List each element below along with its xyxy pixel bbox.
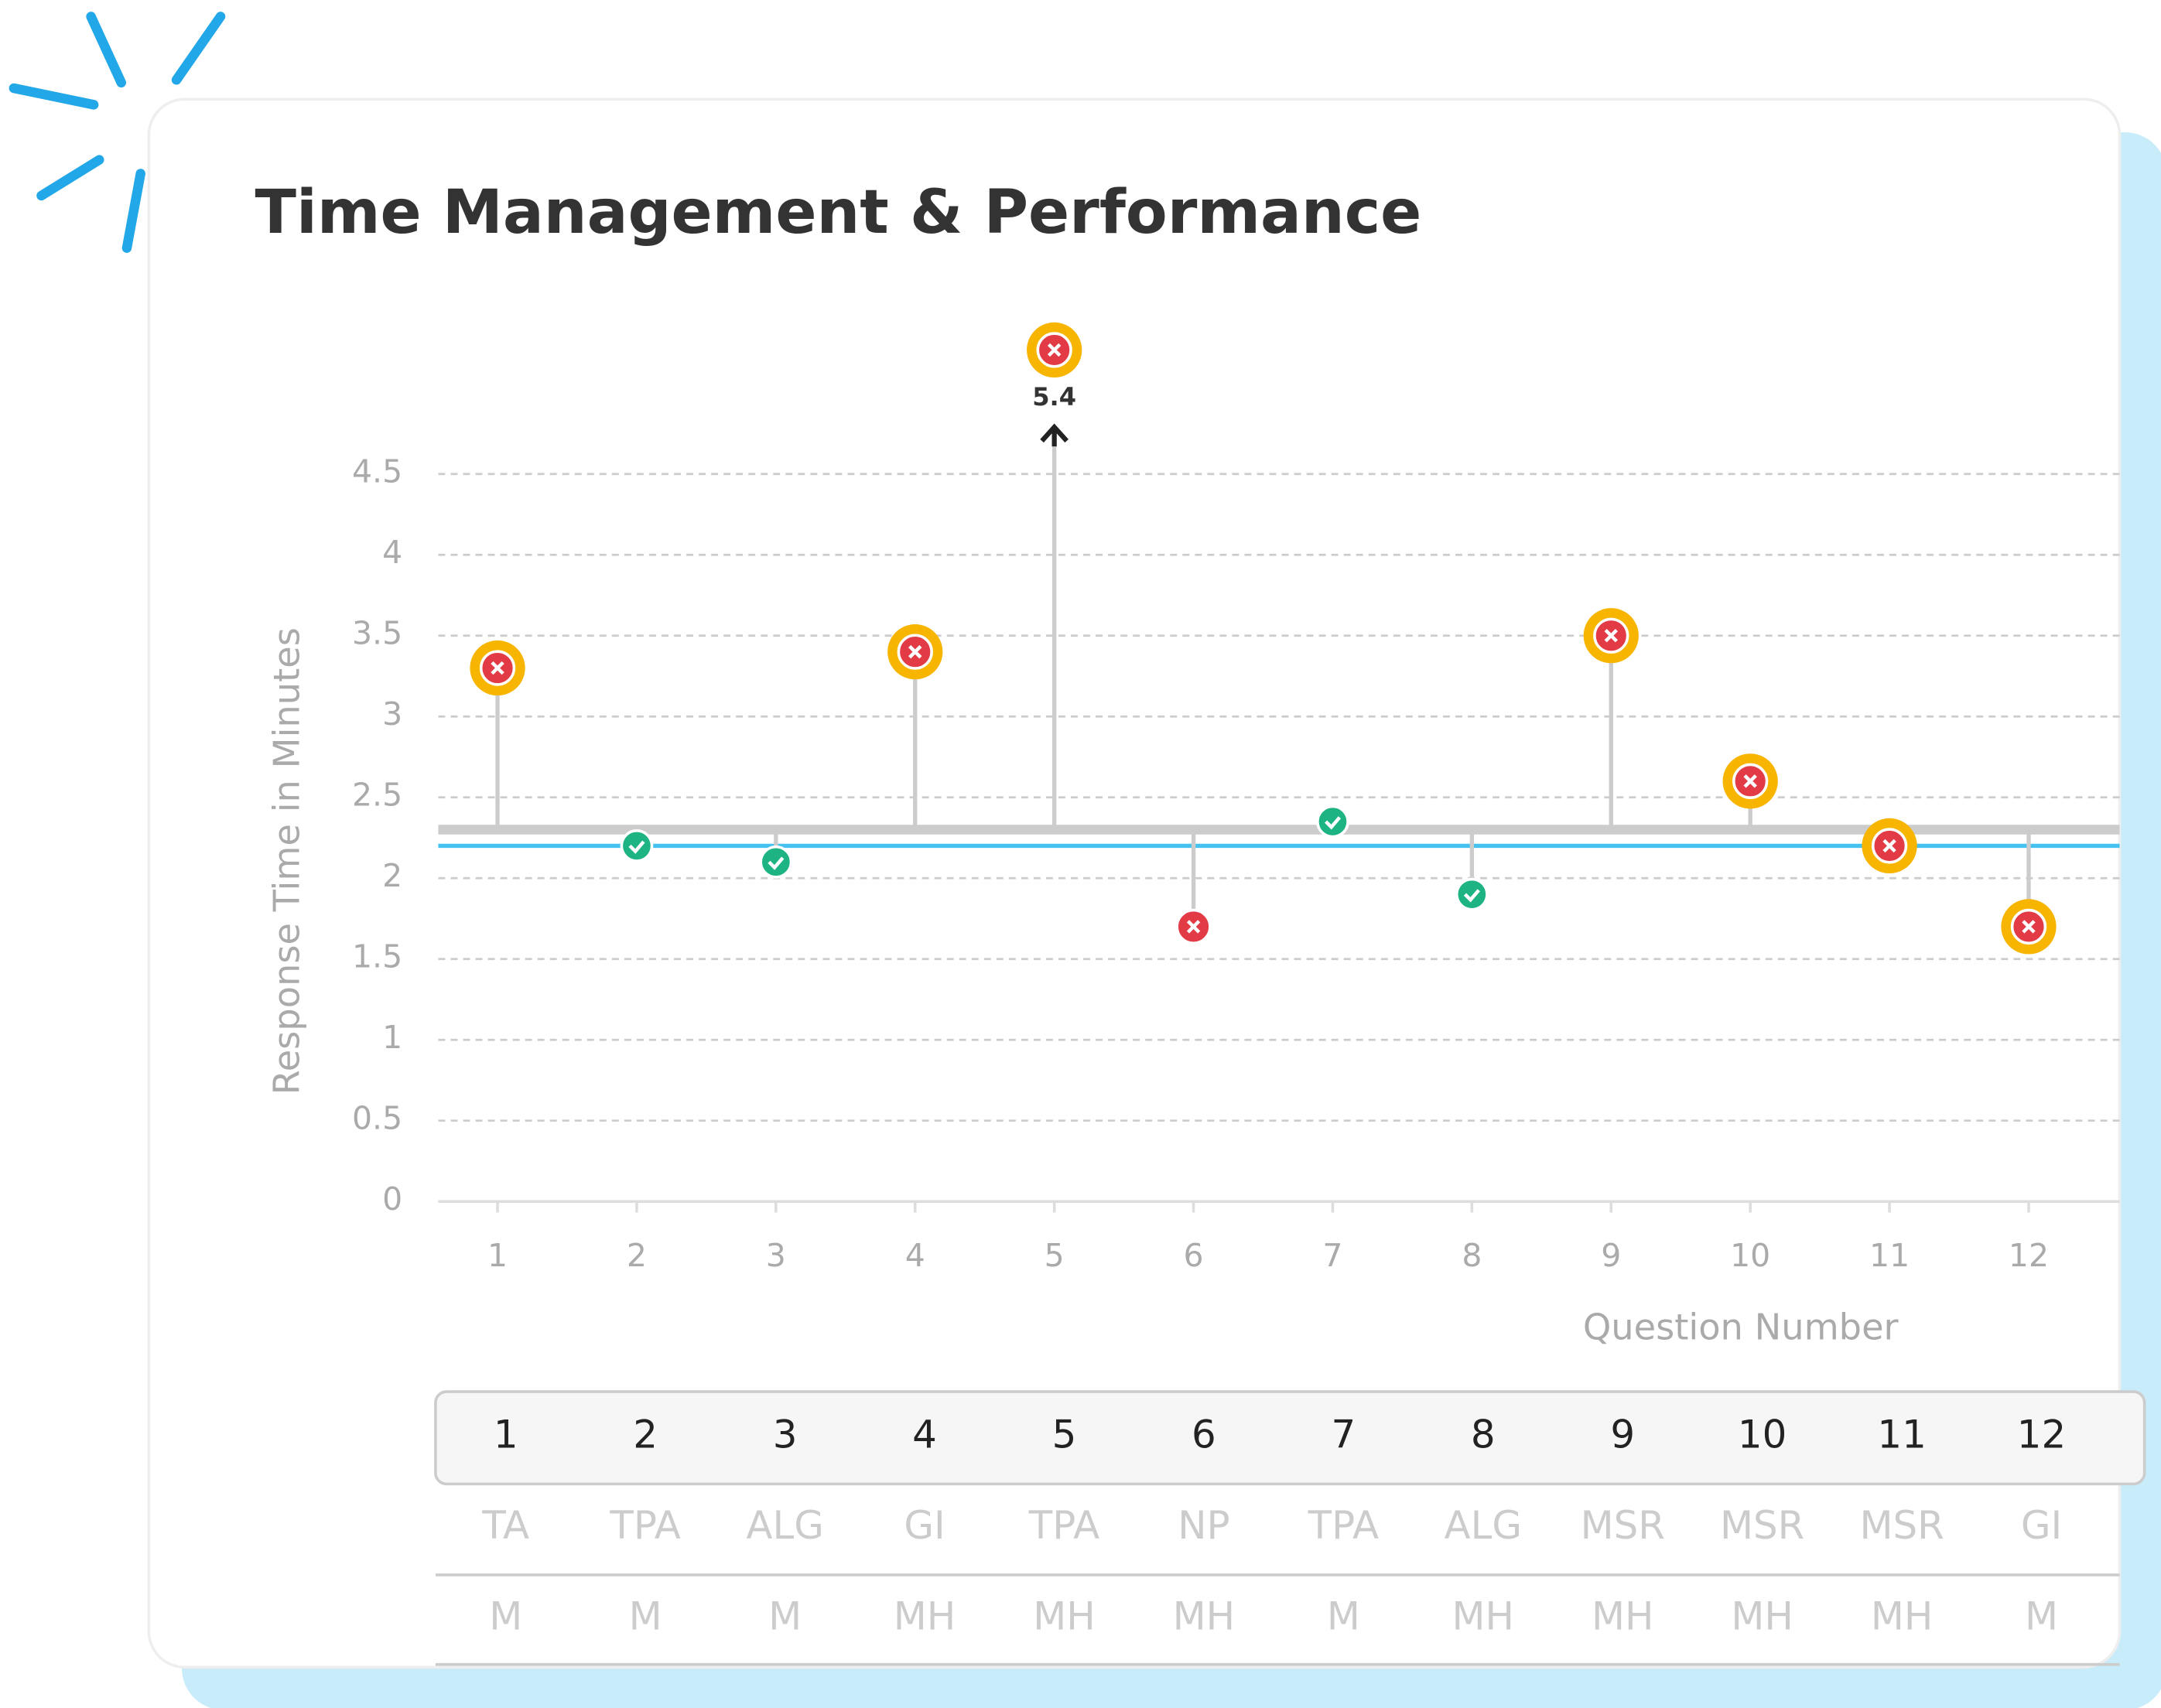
point — [620, 829, 654, 863]
table-difficulty: MH — [1173, 1594, 1236, 1638]
table-question: 1 — [494, 1412, 518, 1457]
x-tick-label: 1 — [487, 1237, 508, 1274]
table-question: 11 — [1877, 1412, 1926, 1457]
table-type: GI — [904, 1503, 945, 1548]
point — [1455, 877, 1489, 911]
table-type: TPA — [1028, 1503, 1099, 1548]
point — [759, 845, 793, 879]
table-header — [434, 1390, 2146, 1486]
y-tick-label: 4 — [382, 534, 402, 571]
sparkle — [9, 12, 226, 253]
x-tick-label: 4 — [905, 1237, 925, 1274]
cross-icon — [1604, 629, 1618, 643]
table-question: 2 — [633, 1412, 658, 1457]
table-type: ALG — [1445, 1503, 1523, 1548]
overflow-arrow — [1040, 423, 1069, 447]
table-difficulty: MH — [894, 1594, 956, 1638]
check-icon — [628, 840, 645, 854]
table-type: ALG — [746, 1503, 824, 1548]
x-tick-label: 9 — [1601, 1237, 1621, 1274]
x-tick-label: 11 — [1869, 1237, 1910, 1274]
y-tick-label: 3 — [382, 695, 402, 733]
table-question: 12 — [2017, 1412, 2066, 1457]
value-label: 5.4 — [1032, 382, 1076, 412]
cross-icon — [1186, 920, 1201, 934]
table-question: 3 — [773, 1412, 798, 1457]
table-type: TPA — [1308, 1503, 1379, 1548]
chart-title: Time Management & Performance — [255, 177, 1422, 248]
cross-icon — [491, 661, 504, 675]
x-tick-label: 5 — [1045, 1237, 1065, 1274]
x-tick-label: 6 — [1184, 1237, 1204, 1274]
y-tick-label: 1 — [382, 1019, 402, 1056]
table-difficulty: M — [1327, 1594, 1360, 1638]
table-difficulty: MH — [1592, 1594, 1654, 1638]
table-difficulty: MH — [1871, 1594, 1934, 1638]
table-difficulty: M — [768, 1594, 802, 1638]
x-tick-label: 7 — [1322, 1237, 1342, 1274]
y-tick-label: 1.5 — [352, 938, 402, 975]
x-tick-label: 10 — [1730, 1237, 1770, 1274]
cross-icon — [2022, 920, 2036, 934]
table-type: MSR — [1581, 1503, 1665, 1548]
y-tick-label: 0 — [382, 1180, 402, 1218]
cross-icon — [1743, 774, 1757, 788]
card — [147, 97, 2122, 1669]
x-tick-label: 3 — [766, 1237, 786, 1274]
x-tick-label: 2 — [627, 1237, 647, 1274]
table-question: 4 — [912, 1412, 937, 1457]
check-icon — [1463, 889, 1480, 903]
table-difficulty: M — [629, 1594, 662, 1638]
table-question: 10 — [1738, 1412, 1787, 1457]
cross-icon — [908, 644, 922, 659]
y-axis-label: Response Time in Minutes — [266, 627, 308, 1095]
table-difficulty: MH — [1731, 1594, 1793, 1638]
point — [1316, 804, 1349, 839]
table-question: 7 — [1331, 1412, 1356, 1457]
y-tick-label: 4.5 — [352, 453, 402, 490]
table-question: 8 — [1471, 1412, 1496, 1457]
table-difficulty: MH — [1033, 1594, 1096, 1638]
cross-icon — [1882, 839, 1896, 853]
table-type: MSR — [1859, 1503, 1944, 1548]
table-question: 5 — [1052, 1412, 1077, 1457]
check-icon — [1324, 816, 1342, 830]
x-tick-label: 12 — [2009, 1237, 2049, 1274]
table-difficulty: M — [2025, 1594, 2058, 1638]
y-tick-label: 2.5 — [352, 777, 402, 814]
table-type: TA — [481, 1503, 529, 1548]
table-difficulty: M — [489, 1594, 522, 1638]
x-tick-label: 8 — [1462, 1237, 1482, 1274]
table-question: 9 — [1610, 1412, 1635, 1457]
table-type: TPA — [609, 1503, 680, 1548]
x-axis-label: Question Number — [1583, 1306, 1899, 1348]
cross-icon — [1047, 343, 1062, 357]
y-tick-label: 0.5 — [352, 1100, 402, 1137]
y-tick-label: 2 — [382, 857, 402, 894]
table-type: GI — [2021, 1503, 2062, 1548]
table-question: 6 — [1192, 1412, 1216, 1457]
table-difficulty: MH — [1452, 1594, 1515, 1638]
table-type: NP — [1178, 1503, 1229, 1548]
y-tick-label: 3.5 — [352, 615, 402, 652]
table-type: MSR — [1720, 1503, 1804, 1548]
check-icon — [768, 856, 785, 870]
